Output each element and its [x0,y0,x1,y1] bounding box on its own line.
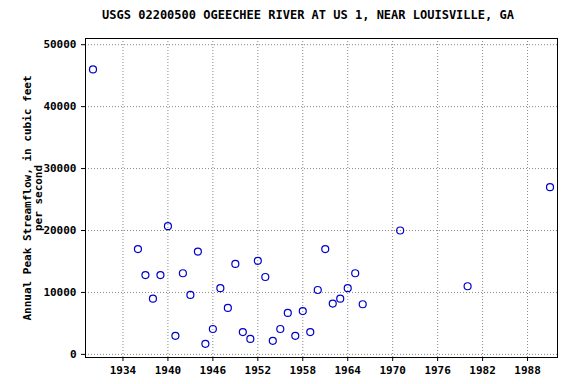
html-text:USGS 02200500 OGEECHEE RIVER A: USGS 02200500 OGEECHEE RIVER AT US 1, NE… [102,8,514,22]
svg-text:1934: 1934 [110,364,137,377]
svg-text:1988: 1988 [514,364,541,377]
svg-text:1976: 1976 [424,364,451,377]
svg-text:30000: 30000 [43,162,76,175]
svg-text:1940: 1940 [155,364,182,377]
svg-text:1970: 1970 [379,364,406,377]
svg-text:1982: 1982 [469,364,496,377]
svg-text:Annual Peak Streamflow, in cub: Annual Peak Streamflow, in cubic feetper… [21,75,45,320]
svg-text:50000: 50000 [43,38,76,51]
svg-text:40000: 40000 [43,100,76,113]
svg-text:10000: 10000 [43,286,76,299]
svg-text:1946: 1946 [200,364,227,377]
svg-text:1958: 1958 [290,364,317,377]
svg-text:0: 0 [70,348,77,361]
svg-text:1964: 1964 [334,364,361,377]
svg-text:20000: 20000 [43,224,76,237]
svg-text:1952: 1952 [245,364,272,377]
